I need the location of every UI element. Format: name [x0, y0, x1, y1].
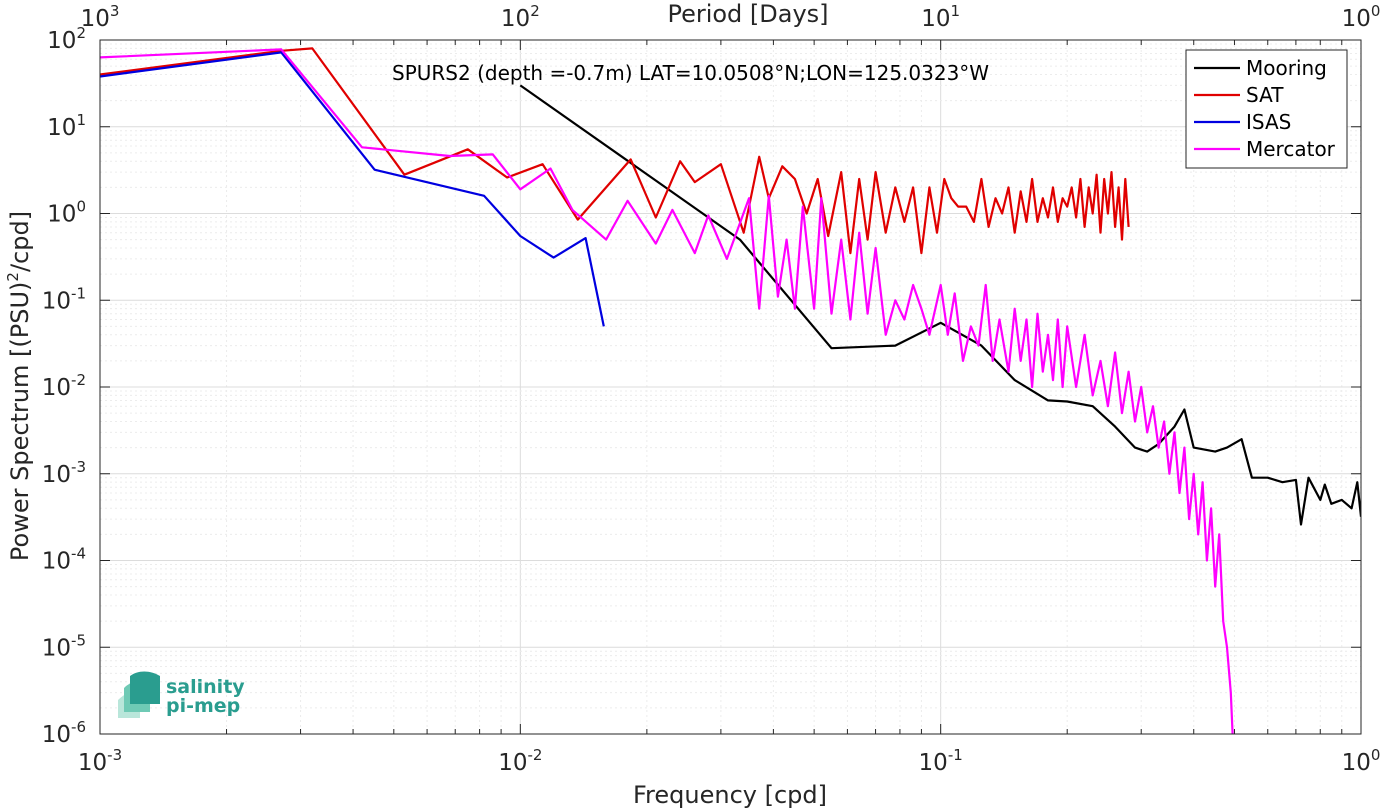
x-tick-label: 10-1	[919, 746, 963, 776]
x2-tick-label: 101	[921, 2, 960, 32]
grid	[99, 40, 1361, 735]
series-line-mercator	[100, 48, 1234, 734]
y-tick-label: 10-1	[42, 284, 86, 314]
y-tick-label: 101	[47, 111, 86, 141]
legend: Mooring SAT ISAS Mercator	[1185, 49, 1348, 169]
x2-tick-label: 103	[81, 2, 120, 32]
x2-tick-label: 102	[501, 2, 540, 32]
salinity-pi-mep-logo: salinity pi-mep	[118, 671, 245, 718]
x2-axis-label: Period [Days]	[667, 0, 828, 28]
x-axis-label: Frequency [cpd]	[633, 781, 827, 809]
y-tick-label: 10-3	[42, 458, 86, 488]
y-tick-label: 10-4	[42, 545, 86, 575]
x-tick-label: 10-2	[498, 746, 542, 776]
x2-tick-label: 100	[1342, 2, 1381, 32]
y-tick-label: 100	[47, 198, 86, 228]
svg-text:salinity: salinity	[166, 676, 245, 698]
series-line-sat	[100, 47, 1130, 255]
x-tick-label: 10-3	[78, 746, 122, 776]
y-tick-label: 10-2	[42, 371, 86, 401]
svg-text:pi-mep: pi-mep	[166, 695, 240, 717]
chart-title: SPURS2 (depth =-0.7m) LAT=10.0508°N;LON=…	[392, 61, 989, 85]
legend-label-mercator: Mercator	[1246, 137, 1336, 161]
tick-marks	[99, 39, 1362, 735]
y-tick-label: 102	[47, 24, 86, 54]
series-line-isas	[100, 51, 605, 327]
legend-label-isas: ISAS	[1246, 110, 1291, 134]
x-tick-label: 100	[1342, 746, 1381, 776]
legend-label-sat: SAT	[1246, 83, 1284, 107]
series-layer	[100, 47, 1361, 734]
y-axis-label: Power Spectrum [(PSU)2/cpd]	[4, 211, 34, 561]
logo-waves-icon	[118, 671, 160, 718]
legend-label-mooring: Mooring	[1246, 56, 1327, 80]
y-tick-label: 10-6	[42, 718, 86, 748]
y-tick-label: 10-5	[42, 631, 86, 661]
